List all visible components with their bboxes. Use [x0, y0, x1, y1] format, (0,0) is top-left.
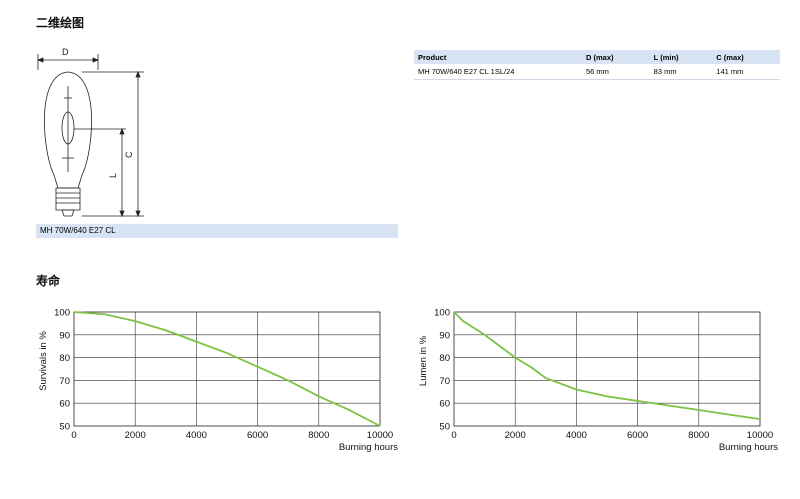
x-tick-label: 4000 — [186, 430, 207, 441]
life-heading: 寿命 — [36, 274, 61, 288]
table-header: Product — [414, 50, 582, 64]
plot-frame — [453, 311, 761, 427]
y-axis-label: Survivals in % — [38, 331, 49, 391]
table-cell: 141 mm — [712, 64, 780, 80]
lamp-dimension-drawing: D C L — [36, 47, 144, 218]
table-header: D (max) — [582, 50, 650, 64]
y-axis-label: Lumen in % — [418, 335, 429, 386]
table-header-row: Product D (max) L (min) C (max) — [414, 50, 780, 64]
table-header: C (max) — [712, 50, 780, 64]
x-tick-label: 6000 — [247, 430, 268, 441]
y-tick-label: 90 — [59, 330, 70, 341]
y-tick-label: 50 — [59, 422, 70, 433]
dimension-label-l: L — [108, 173, 118, 178]
y-tick-label: 100 — [434, 308, 450, 319]
x-tick-label: 0 — [451, 430, 456, 441]
table-cell: MH 70W/640 E27 CL 1SL/24 — [414, 64, 582, 80]
table-header: L (min) — [649, 50, 713, 64]
x-tick-label: 2000 — [125, 430, 146, 441]
x-tick-label: 10000 — [367, 430, 393, 441]
lumen-chart: 0 2000 4000 6000 8000 10000 50 60 70 80 90 100 Burni… — [418, 308, 778, 454]
y-tick-label: 60 — [439, 399, 450, 410]
plot-frame — [73, 311, 381, 427]
x-tick-label: 8000 — [308, 430, 329, 441]
x-tick-label: 4000 — [566, 430, 587, 441]
series-line — [453, 311, 761, 421]
table-cell: 56 mm — [582, 64, 650, 80]
y-tick-label: 80 — [59, 353, 70, 364]
table-row: MH 70W/640 E27 CL 1SL/24 56 mm 83 mm 141… — [414, 64, 780, 80]
x-tick-label: 10000 — [747, 430, 773, 441]
x-tick-label: 6000 — [627, 430, 648, 441]
dimension-label-c: C — [124, 151, 134, 158]
dimension-label-d: D — [62, 47, 69, 57]
y-tick-label: 100 — [54, 308, 70, 319]
survival-chart: 0 2000 4000 6000 8000 10000 50 60 70 80 90 100 Burni… — [38, 308, 398, 454]
y-tick-label: 90 — [439, 330, 450, 341]
drawing-caption: MH 70W/640 E27 CL — [36, 224, 398, 238]
y-tick-label: 60 — [59, 399, 70, 410]
x-axis-label: Burning hours — [339, 442, 398, 453]
y-tick-label: 80 — [439, 353, 450, 364]
x-tick-label: 8000 — [688, 430, 709, 441]
x-axis-label: Burning hours — [719, 442, 778, 453]
y-tick-label: 70 — [59, 376, 70, 387]
series-line — [73, 311, 381, 427]
product-dimension-table: Product D (max) L (min) C (max) MH 70W/6… — [414, 50, 780, 80]
y-tick-label: 50 — [439, 422, 450, 433]
table-cell: 83 mm — [649, 64, 713, 80]
dimension-drawing-heading: 二维绘图 — [36, 16, 85, 30]
y-tick-label: 70 — [439, 376, 450, 387]
x-tick-label: 2000 — [505, 430, 526, 441]
x-tick-label: 0 — [71, 430, 76, 441]
